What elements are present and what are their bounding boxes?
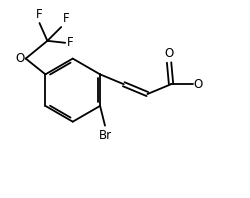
Text: O: O [164, 47, 174, 60]
Text: F: F [63, 12, 70, 25]
Text: O: O [194, 78, 203, 91]
Text: Br: Br [98, 129, 112, 142]
Text: F: F [67, 36, 74, 49]
Text: O: O [16, 52, 25, 65]
Text: F: F [36, 8, 43, 21]
